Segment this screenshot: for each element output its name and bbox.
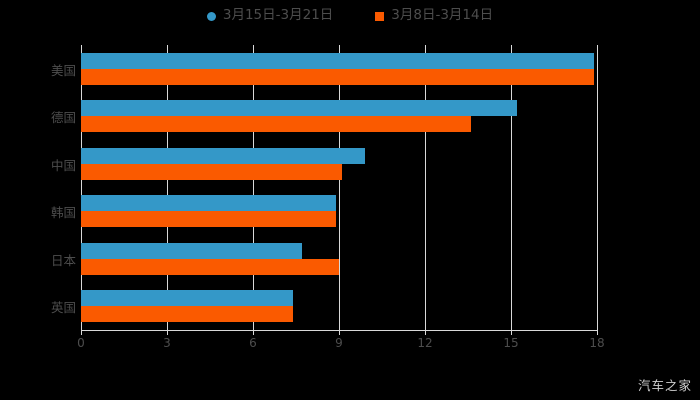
x-axis-tick-label: 15 [503,336,519,350]
tick-mark [511,330,512,335]
bar-series-2[interactable] [81,306,294,323]
category-label: 日本 [50,252,76,268]
gridline [253,45,254,330]
tick-mark [339,330,340,335]
tick-mark [597,330,598,335]
legend-item-series-1[interactable]: 3月15日-3月21日 [206,7,334,24]
category-label: 中国 [50,157,76,173]
x-axis-tick-label: 0 [77,336,85,350]
bar-series-1[interactable] [81,100,517,117]
legend-label-series-2: 3月8日-3月14日 [391,7,494,24]
legend-item-series-2[interactable]: 3月8日-3月14日 [375,9,493,23]
bar-series-2[interactable] [81,163,342,180]
gridline [167,45,168,330]
bar-series-1[interactable] [81,195,337,212]
bar-series-1[interactable] [81,147,365,164]
bar-series-1[interactable] [81,52,595,69]
legend-label-series-1: 3月15日-3月21日 [222,7,334,24]
watermark: 汽车之家 [637,378,692,393]
gridline [511,45,512,330]
category-label: 美国 [50,62,76,78]
gridline [339,45,340,330]
chart-legend: 3月15日-3月21日 3月8日-3月14日 [0,4,700,28]
category-label: 韩国 [50,205,76,221]
bar-series-2[interactable] [81,258,339,275]
x-axis-tick-label: 18 [589,336,605,350]
x-axis-tick-label: 6 [249,336,257,350]
x-axis-tick-label: 9 [335,336,343,350]
x-axis-tick-label: 12 [417,336,433,350]
bar-series-1[interactable] [81,242,302,259]
x-axis-tick-label: 3 [163,336,171,350]
bar-series-2[interactable] [81,68,595,85]
square-icon [375,11,385,21]
tick-mark [425,330,426,335]
category-label: 德国 [50,110,76,126]
bar-series-2[interactable] [81,211,337,228]
tick-mark [253,330,254,335]
dot-icon [206,11,216,21]
y-axis-line [81,45,82,330]
bar-series-2[interactable] [81,116,471,133]
category-label: 英国 [50,300,76,316]
gridline [425,45,426,330]
gridline [597,45,598,330]
tick-mark [81,330,82,335]
bar-series-1[interactable] [81,290,294,307]
plot-area [81,45,597,330]
tick-mark [167,330,168,335]
